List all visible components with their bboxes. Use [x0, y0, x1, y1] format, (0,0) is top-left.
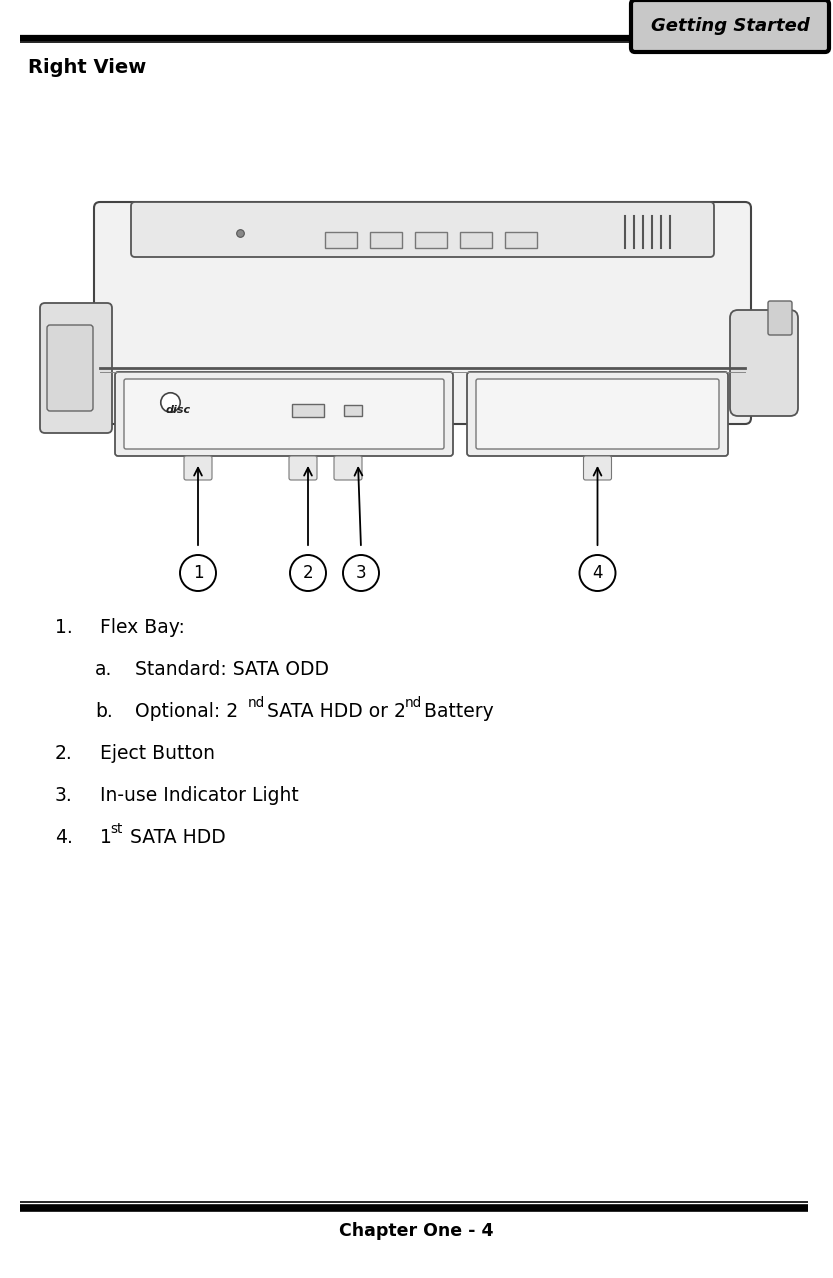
Circle shape — [580, 555, 616, 590]
Bar — [344, 405, 362, 415]
Text: Standard: SATA ODD: Standard: SATA ODD — [135, 659, 329, 679]
Text: 1: 1 — [100, 828, 112, 847]
Text: SATA HDD: SATA HDD — [124, 828, 226, 847]
Text: 2: 2 — [302, 564, 313, 581]
Text: Chapter One - 4: Chapter One - 4 — [339, 1222, 494, 1240]
Bar — [325, 233, 357, 248]
Text: 2.: 2. — [55, 744, 72, 763]
Text: Getting Started: Getting Started — [651, 17, 810, 35]
Text: disc: disc — [166, 405, 191, 415]
FancyBboxPatch shape — [289, 456, 317, 481]
FancyBboxPatch shape — [124, 380, 444, 449]
FancyBboxPatch shape — [476, 380, 719, 449]
FancyBboxPatch shape — [131, 202, 714, 257]
FancyBboxPatch shape — [768, 302, 792, 335]
Bar — [370, 233, 402, 248]
FancyBboxPatch shape — [40, 303, 112, 433]
Text: b.: b. — [95, 702, 112, 721]
Bar — [460, 233, 492, 248]
Text: a.: a. — [95, 659, 112, 679]
Text: 3: 3 — [356, 564, 367, 581]
Text: nd: nd — [405, 697, 422, 711]
Text: 1.: 1. — [55, 619, 72, 636]
FancyBboxPatch shape — [583, 456, 611, 481]
Bar — [292, 404, 324, 417]
Text: 4: 4 — [592, 564, 603, 581]
Text: Eject Button: Eject Button — [100, 744, 215, 763]
Circle shape — [290, 555, 326, 590]
Text: Right View: Right View — [28, 58, 147, 77]
FancyBboxPatch shape — [467, 372, 728, 456]
Text: nd: nd — [248, 697, 265, 711]
FancyBboxPatch shape — [730, 311, 798, 417]
Text: Flex Bay:: Flex Bay: — [100, 619, 185, 636]
Text: SATA HDD or 2: SATA HDD or 2 — [262, 702, 407, 721]
Text: 1: 1 — [192, 564, 203, 581]
FancyBboxPatch shape — [115, 372, 453, 456]
Bar — [415, 233, 447, 248]
Text: Battery: Battery — [418, 702, 494, 721]
FancyBboxPatch shape — [47, 325, 93, 412]
Text: 3.: 3. — [55, 786, 72, 805]
Text: 4.: 4. — [55, 828, 72, 847]
Text: In-use Indicator Light: In-use Indicator Light — [100, 786, 299, 805]
FancyBboxPatch shape — [334, 456, 362, 481]
FancyBboxPatch shape — [184, 456, 212, 481]
FancyBboxPatch shape — [631, 0, 829, 52]
Text: Optional: 2: Optional: 2 — [135, 702, 238, 721]
Circle shape — [343, 555, 379, 590]
FancyBboxPatch shape — [94, 202, 751, 424]
Text: st: st — [110, 822, 122, 836]
Bar — [505, 233, 537, 248]
Circle shape — [180, 555, 216, 590]
